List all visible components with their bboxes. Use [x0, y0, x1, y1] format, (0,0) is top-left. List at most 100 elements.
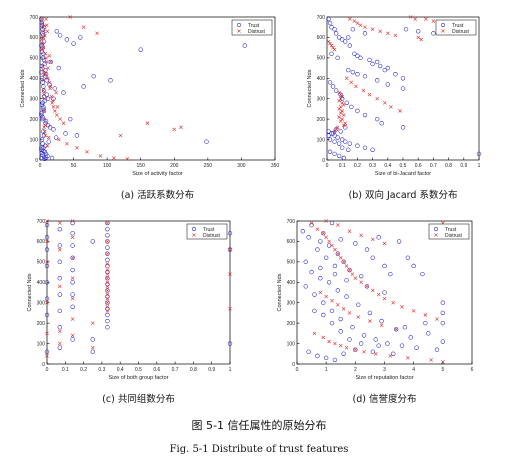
distrust-point — [40, 41, 45, 46]
distrust-point — [51, 105, 56, 109]
distrust-point — [48, 84, 53, 89]
trust-point — [476, 151, 482, 157]
trust-point — [344, 100, 349, 105]
distrust-point — [46, 66, 50, 70]
x-tick-label: 0.3 — [98, 367, 105, 373]
trust-point — [393, 327, 399, 332]
trust-point — [41, 108, 47, 114]
distrust-point — [343, 121, 348, 126]
trust-point — [434, 347, 440, 352]
x-tick-label: 200 — [170, 163, 179, 169]
distrust-point — [363, 25, 367, 30]
distrust-point — [43, 51, 48, 56]
trust-point — [330, 131, 336, 136]
trust-point — [40, 80, 45, 85]
x-tick-label: 5 — [441, 367, 444, 373]
trust-point — [70, 231, 75, 236]
trust-point — [344, 294, 349, 299]
trust-point — [355, 143, 360, 148]
distrust-point — [429, 358, 433, 362]
distrust-point — [338, 343, 343, 348]
distrust-point — [359, 280, 363, 285]
distrust-point — [70, 255, 75, 260]
trust-point — [105, 269, 110, 275]
distrust-point — [40, 17, 44, 21]
trust-point — [382, 290, 387, 295]
distrust-point — [340, 117, 344, 121]
trust-point — [362, 74, 368, 79]
distrust-point — [44, 17, 48, 21]
trust-point — [370, 147, 375, 152]
trust-point — [90, 337, 95, 342]
trust-point — [43, 119, 49, 124]
distrust-point — [368, 319, 372, 323]
distrust-point — [47, 80, 52, 85]
distrust-point — [338, 119, 343, 123]
plot-frame — [39, 16, 276, 161]
trust-point — [338, 129, 343, 134]
trust-point — [333, 31, 339, 36]
x-tick-label: 0.6 — [415, 163, 422, 169]
distrust-point — [435, 317, 439, 321]
trust-point — [358, 273, 364, 279]
trust-point — [39, 145, 44, 150]
distrust-point — [315, 227, 320, 231]
trust-point — [71, 41, 76, 46]
trust-point — [400, 76, 406, 81]
trust-point — [57, 226, 62, 232]
y-tick-label: 300 — [37, 301, 46, 307]
y-tick-label: 200 — [30, 117, 39, 123]
distrust-point — [324, 235, 328, 240]
distrust-point — [81, 25, 86, 30]
distrust-point — [408, 15, 413, 19]
distrust-point — [58, 341, 62, 346]
trust-point — [41, 106, 46, 112]
x-tick-label: 0.9 — [460, 163, 467, 169]
distrust-point — [388, 354, 393, 358]
legend-box — [231, 19, 273, 36]
trust-point — [376, 235, 381, 240]
distrust-point — [358, 23, 363, 27]
x-axis-label: Size of activity factor — [132, 171, 183, 177]
trust-point — [318, 276, 323, 281]
y-tick-label: 600 — [30, 35, 39, 41]
distrust-point — [424, 17, 428, 21]
legend-trust-marker — [440, 22, 446, 28]
distrust-point — [40, 47, 44, 52]
legend-label: Distrust — [452, 29, 470, 35]
trust-point — [57, 276, 62, 281]
trust-point — [242, 43, 247, 48]
trust-point — [379, 121, 384, 126]
distrust-point — [375, 96, 379, 101]
y-axis-label: Connected Nds — [307, 69, 313, 107]
distrust-point — [45, 143, 50, 148]
trust-point — [70, 243, 75, 248]
distrust-point — [48, 60, 53, 64]
legend-trust-marker — [236, 22, 242, 28]
trust-point — [105, 306, 110, 312]
distrust-point — [324, 219, 328, 223]
trust-point — [382, 67, 387, 73]
trust-point — [39, 69, 44, 75]
x-tick-label: 0.2 — [80, 367, 87, 373]
distrust-point — [42, 29, 46, 34]
y-tick-label: 200 — [317, 117, 326, 123]
distrust-point — [413, 17, 417, 21]
trust-point — [41, 84, 46, 89]
y-axis-label: Connected Nds — [277, 273, 283, 311]
distrust-point — [370, 27, 375, 32]
trust-point — [321, 312, 326, 318]
trust-point — [105, 263, 110, 269]
y-axis-label: Connected Nds — [27, 273, 33, 311]
distrust-point — [330, 243, 334, 248]
distrust-point — [362, 349, 366, 354]
trust-point — [105, 318, 110, 324]
distrust-point — [338, 111, 343, 115]
trust-point — [91, 74, 96, 79]
distrust-point — [43, 123, 48, 128]
trust-point — [105, 245, 110, 250]
distrust-point — [355, 21, 360, 25]
trust-point — [400, 86, 406, 91]
trust-point — [227, 341, 233, 346]
